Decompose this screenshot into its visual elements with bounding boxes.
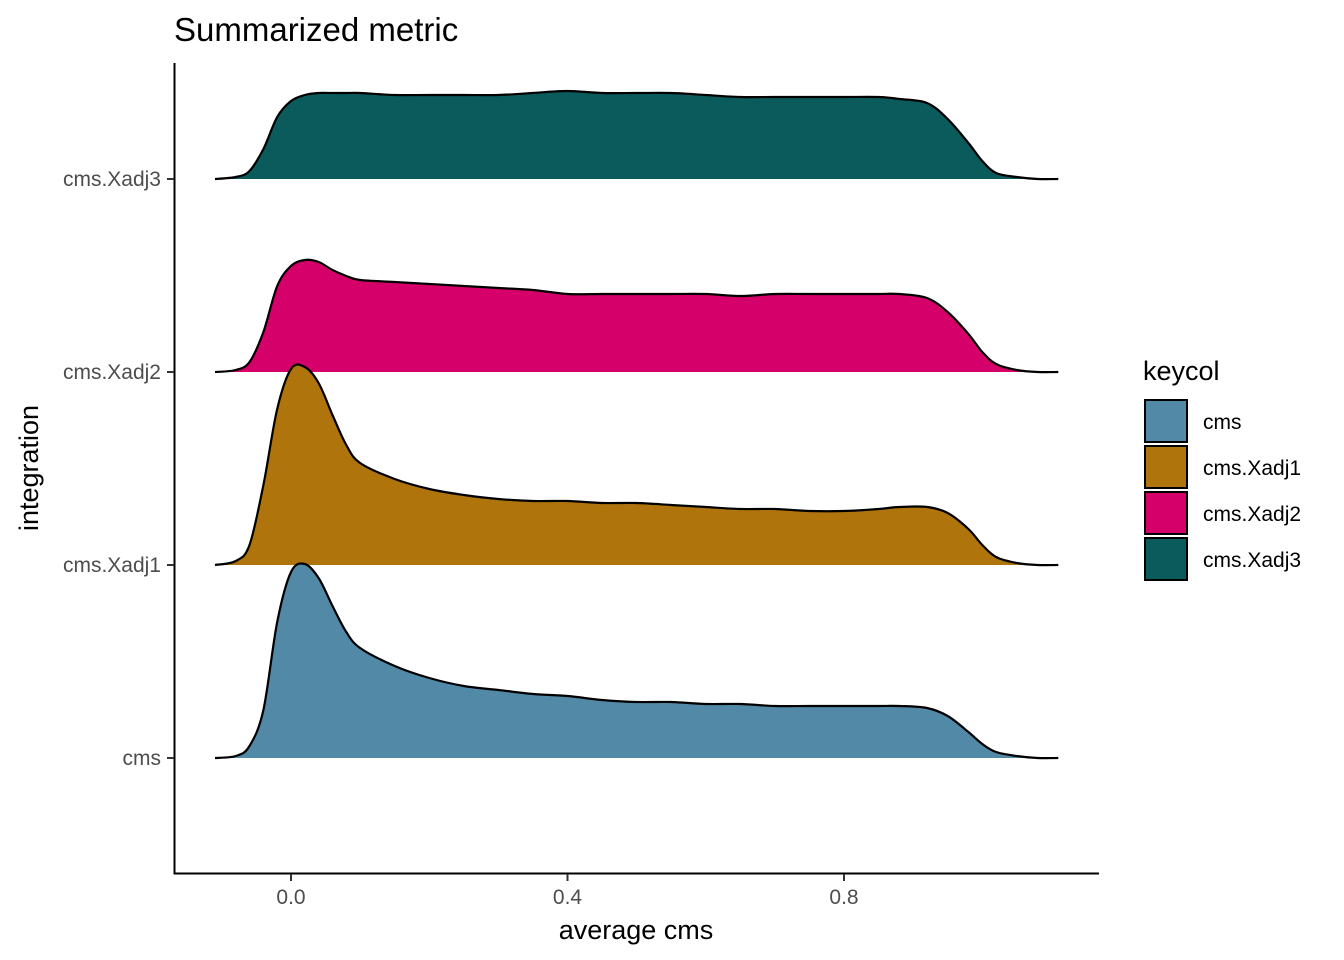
x-tick-label-0: 0.0 [276,886,305,909]
legend-label-cms: cms [1203,411,1242,434]
ridge-outline-cms-xadj3 [214,89,1059,181]
y-tick-label-cms-xadj2: cms.Xadj2 [63,361,161,384]
ridge-outline-cms-xadj1 [214,363,1059,567]
y-tick-label-cms-xadj1: cms.Xadj1 [63,554,161,577]
x-ticks: 0.0 0.4 0.8 [276,874,859,909]
ridge-area-cms-xadj1 [215,364,1059,566]
legend-swatch-cms-xadj2 [1144,491,1188,535]
legend-swatch-cms-xadj1 [1144,445,1188,489]
legend-label-cms-xadj2: cms.Xadj2 [1203,503,1301,526]
ridges [214,89,1059,760]
y-axis-title: integration [14,405,44,531]
ridge-area-cms-xadj2 [215,259,1059,373]
ridge-outline-cms-xadj2 [214,258,1059,374]
y-tick-label-cms-xadj3: cms.Xadj3 [63,168,161,191]
legend-swatch-cms-xadj3 [1144,537,1188,581]
ridge-area-cms-xadj3 [215,91,1059,180]
x-tick-label-1: 0.4 [553,886,583,909]
x-tick-label-2: 0.8 [829,886,858,909]
y-tick-label-cms: cms [123,747,162,770]
ridge-area-cms [215,563,1059,759]
legend-swatch-cms [1144,399,1188,443]
ridge-outline-cms [214,562,1059,760]
legend-label-cms-xadj3: cms.Xadj3 [1203,549,1301,572]
legend-label-cms-xadj1: cms.Xadj1 [1203,457,1301,480]
y-ticks: cms cms.Xadj1 cms.Xadj2 cms.Xadj3 [63,168,174,770]
chart-title: Summarized metric [174,11,458,48]
legend-title: keycol [1143,356,1220,386]
x-axis-title: average cms [559,915,714,945]
legend: keycol cms cms.Xadj1 cms.Xadj2 cms.Xadj3 [1143,356,1301,581]
